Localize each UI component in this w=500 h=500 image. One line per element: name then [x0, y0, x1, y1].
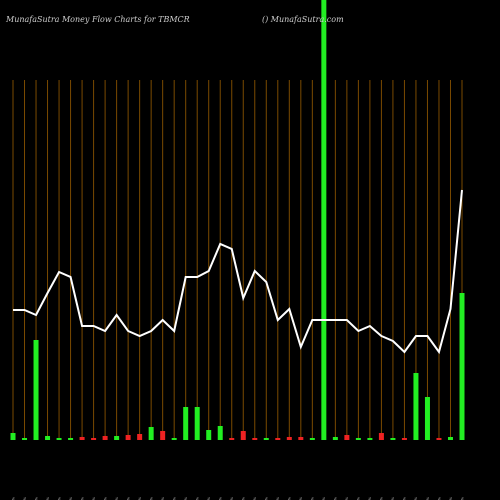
x-tick-label: 0.01 11.5%: [138, 496, 142, 500]
bars: [10, 0, 465, 440]
bar: [194, 407, 200, 440]
x-tick-label: 0.01 17.4%: [288, 496, 292, 500]
bar: [424, 397, 430, 440]
x-tick-label: 0.01 10.7%: [437, 496, 441, 500]
x-tick-label: 0.01 10.43%: [23, 496, 27, 500]
bar: [91, 438, 97, 440]
bar: [229, 438, 235, 440]
bar: [309, 438, 315, 440]
bar: [436, 438, 442, 440]
x-tick-label: 0.01 13.9%: [403, 496, 407, 500]
bar: [217, 426, 223, 440]
x-tick-label: 0.01 11.83%: [414, 496, 418, 500]
x-tick-label: 0.01 10.0%: [460, 496, 464, 500]
bar: [33, 340, 39, 440]
x-tick-label: 0.01 19.8%: [357, 496, 361, 500]
x-tick-label: 0.01 10.6%: [80, 496, 84, 500]
bar: [183, 407, 189, 440]
bar: [378, 433, 384, 440]
watermark: () MunafaSutra.com: [262, 15, 344, 24]
x-labels: 0.01 9.94% 0.01 10.43% 0.01 11.44% 0.01 10.…: [11, 496, 464, 500]
x-tick-label: 0.01 17.63%: [172, 496, 176, 500]
lines: [13, 189, 463, 355]
x-tick-label: 0.01 11.67%: [426, 496, 430, 500]
bar: [401, 438, 407, 440]
bar: [68, 438, 74, 440]
bar: [22, 438, 28, 440]
x-tick-label: 0.01 12.9%: [103, 496, 107, 500]
bar: [321, 0, 327, 440]
bar: [137, 434, 143, 440]
bar: [79, 437, 85, 440]
x-tick-label: 0.01 15.5%: [253, 496, 257, 500]
bar: [102, 436, 108, 440]
x-tick-label: 0.01 10.1%: [368, 496, 372, 500]
x-tick-label: 0.01 11.44%: [34, 496, 38, 500]
x-tick-label: 0.01 12.6%: [265, 496, 269, 500]
x-tick-label: 0.01 11.85%: [126, 496, 130, 500]
bar: [45, 436, 51, 440]
bar: [240, 431, 246, 440]
bar: [390, 438, 396, 440]
x-tick-label: 0.01 14.8%: [230, 496, 234, 500]
bar: [275, 438, 281, 440]
bar: [413, 373, 419, 440]
x-tick-label: 0.01 12.28%: [149, 496, 153, 500]
bar: [10, 433, 16, 440]
x-tick-label: 0.01 13.2%: [161, 496, 165, 500]
x-tick-label: 0.01 13.88%: [196, 496, 200, 500]
bar: [171, 438, 177, 440]
x-tick-label: 0.01 10.7%: [69, 496, 73, 500]
x-tick-label: 0.01 18.8%: [276, 496, 280, 500]
x-tick-label: 0.01 19.7%: [322, 496, 326, 500]
bar: [332, 437, 338, 440]
bar: [252, 438, 258, 440]
x-tick-label: 0.01 19.82%: [311, 496, 315, 500]
x-tick-label: 0.01 11.4%: [207, 496, 211, 500]
x-tick-label: 0.01 18.8%: [345, 496, 349, 500]
price-line: [13, 189, 463, 355]
x-tick-label: 0.01 10.43%: [92, 496, 96, 500]
chart-title: MunafaSutra Money Flow Charts for TBMCR: [5, 15, 190, 24]
x-tick-label: 0.01 12.8%: [391, 496, 395, 500]
bar: [263, 438, 269, 440]
x-tick-label: 0.01 19.4%: [334, 496, 338, 500]
x-tick-label: 0.01 9.94%: [11, 496, 15, 500]
x-tick-label: 0.01 12.9%: [380, 496, 384, 500]
bar: [298, 437, 304, 440]
x-tick-label: 0.01 10.96%: [242, 496, 246, 500]
bar: [367, 438, 373, 440]
bar: [160, 431, 166, 440]
bar: [206, 430, 212, 440]
bar: [459, 293, 465, 440]
x-tick-label: 0.01 10.87%: [46, 496, 50, 500]
x-tick-label: 0.01 10.7%: [449, 496, 453, 500]
bar: [148, 427, 154, 440]
x-tick-label: 0.01 12.8%: [57, 496, 61, 500]
x-tick-label: 0.01 10.08%: [184, 496, 188, 500]
bar: [355, 438, 361, 440]
x-tick-label: 0.01 12.99%: [115, 496, 119, 500]
bar: [56, 438, 62, 440]
bar: [447, 437, 453, 440]
bar: [125, 435, 131, 440]
x-tick-label: 0.01 14.1%: [299, 496, 303, 500]
bar: [344, 435, 350, 440]
x-tick-label: 0.01 16.7%: [219, 496, 223, 500]
bar: [114, 436, 120, 440]
bar: [286, 437, 292, 440]
